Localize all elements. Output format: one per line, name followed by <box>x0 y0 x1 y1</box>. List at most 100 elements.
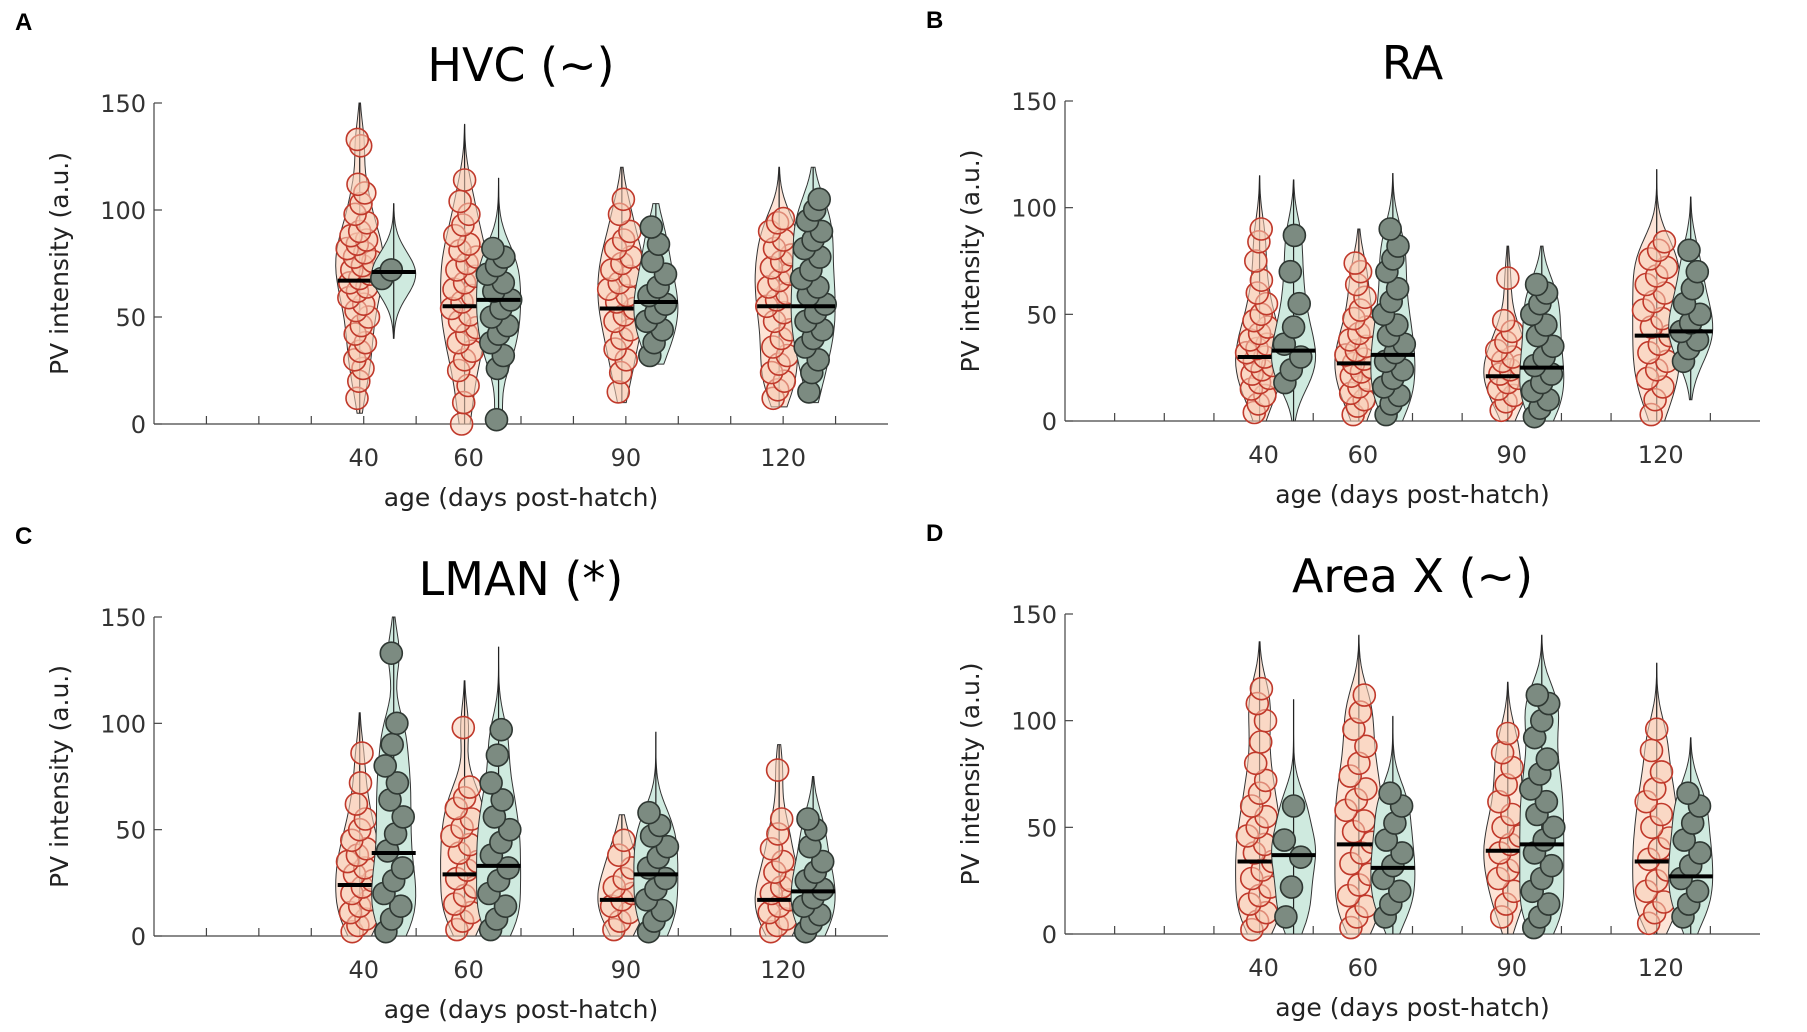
data-point-hollow <box>1649 760 1674 784</box>
data-point-filled <box>797 380 821 404</box>
data-point-filled <box>1390 841 1414 865</box>
data-point-filled <box>1287 291 1311 316</box>
y-axis-label: PV intensity (a.u.) <box>45 665 74 888</box>
data-point-hollow <box>1243 751 1268 776</box>
y-tick-label: 50 <box>115 817 146 845</box>
data-point-hollow <box>769 807 794 831</box>
data-point-filled <box>479 771 503 795</box>
chart-title: HVC (~) <box>427 38 614 92</box>
data-point-hollow <box>765 758 790 782</box>
data-point-filled <box>481 236 505 261</box>
panel-letter: A <box>15 9 32 36</box>
panel-letter: C <box>15 523 32 550</box>
data-point-filled <box>493 894 518 919</box>
x-tick-label: 120 <box>760 956 806 984</box>
data-point-filled <box>1535 747 1560 771</box>
data-point-hollow <box>1249 217 1273 241</box>
data-point-filled <box>1677 238 1701 263</box>
data-point-filled <box>1281 794 1306 818</box>
data-point-hollow <box>606 380 631 404</box>
y-tick-label: 100 <box>100 197 146 225</box>
data-point-filled <box>637 800 661 825</box>
x-tick-label: 40 <box>1248 954 1279 982</box>
data-point-hollow <box>452 168 477 192</box>
data-point-filled <box>1676 781 1700 806</box>
data-point-filled <box>373 754 398 778</box>
data-point-filled <box>390 856 415 880</box>
data-point-filled <box>1685 879 1710 904</box>
data-point-filled <box>489 717 514 742</box>
panel-letter: D <box>926 520 943 547</box>
data-point-hollow <box>1249 676 1274 701</box>
x-tick-label: 60 <box>1348 441 1379 469</box>
data-point-filled <box>379 641 404 666</box>
x-axis-label: age (days post-hatch) <box>1275 993 1550 1022</box>
x-tick-label: 60 <box>453 444 484 472</box>
data-point-filled <box>385 771 410 795</box>
data-point-filled <box>1274 905 1298 929</box>
data-point-filled <box>1385 276 1410 301</box>
y-tick-label: 50 <box>1026 301 1057 329</box>
y-tick-label: 50 <box>1026 814 1057 842</box>
data-point-filled <box>1378 781 1402 806</box>
data-point-hollow <box>1343 251 1367 275</box>
x-axis-label: age (days post-hatch) <box>384 995 659 1024</box>
y-axis-label: PV intensity (a.u.) <box>956 149 985 372</box>
data-point-hollow <box>612 828 636 853</box>
data-point-hollow <box>1649 802 1674 827</box>
data-point-filled <box>1542 815 1566 840</box>
data-point-filled <box>1272 828 1297 852</box>
data-point-hollow <box>1644 717 1669 742</box>
x-tick-label: 40 <box>348 444 379 472</box>
y-tick-label: 0 <box>131 923 146 951</box>
chart-title: LMAN (*) <box>419 552 624 606</box>
x-tick-label: 120 <box>1638 441 1684 469</box>
chart-title: RA <box>1382 36 1444 90</box>
data-point-hollow <box>1354 734 1378 759</box>
x-axis-label: age (days post-hatch) <box>1275 480 1550 509</box>
y-axis-label: PV intensity (a.u.) <box>956 662 985 885</box>
panel-d: D Area X (~) 0 50 100 150 40 60 90 120 age (days p… <box>926 520 1760 1022</box>
x-tick-label: 90 <box>1497 441 1528 469</box>
data-point-filled <box>639 215 664 239</box>
x-tick-label: 40 <box>1248 441 1279 469</box>
data-point-filled <box>1525 683 1550 707</box>
data-point-filled <box>1278 259 1303 284</box>
data-point-filled <box>796 807 820 831</box>
data-point-filled <box>388 894 413 919</box>
data-point-hollow <box>1496 266 1520 290</box>
x-tick-label: 40 <box>348 956 379 984</box>
y-tick-label: 100 <box>100 710 146 738</box>
x-axis-label: age (days post-hatch) <box>384 483 659 512</box>
x-tick-label: 60 <box>453 956 484 984</box>
data-point-hollow <box>449 412 474 436</box>
y-tick-label: 50 <box>115 304 146 332</box>
data-point-filled <box>1539 853 1564 878</box>
x-tick-label: 120 <box>760 444 806 472</box>
data-point-filled <box>1688 841 1712 865</box>
data-point-hollow <box>350 741 374 765</box>
data-point-filled <box>490 788 515 812</box>
data-point-hollow <box>1352 683 1377 707</box>
panel-letter: B <box>926 7 943 34</box>
data-point-filled <box>810 849 835 874</box>
y-tick-label: 0 <box>1042 408 1057 436</box>
data-point-filled <box>1279 875 1304 899</box>
data-point-hollow <box>1652 230 1677 254</box>
data-point-filled <box>484 407 509 432</box>
x-tick-label: 90 <box>1497 954 1528 982</box>
data-point-hollow <box>457 775 482 799</box>
y-tick-label: 150 <box>1011 88 1057 116</box>
panel-c: C LMAN (*) 0 50 100 150 40 60 90 120 age (days pos… <box>15 523 888 1024</box>
data-point-hollow <box>345 127 370 152</box>
data-point-hollow <box>348 771 373 795</box>
x-tick-label: 60 <box>1348 954 1379 982</box>
y-tick-label: 150 <box>100 604 146 632</box>
data-point-hollow <box>448 189 472 214</box>
panel-b: B RA 0 50 100 150 40 60 90 120 age (days post-hatc… <box>926 7 1760 509</box>
y-tick-label: 100 <box>1011 195 1057 223</box>
data-point-filled <box>1388 879 1412 904</box>
data-point-filled <box>807 187 832 212</box>
data-point-hollow <box>1639 738 1664 763</box>
panel-a: A HVC (~) 0 50 100 150 40 60 90 120 age (days post… <box>15 9 888 512</box>
